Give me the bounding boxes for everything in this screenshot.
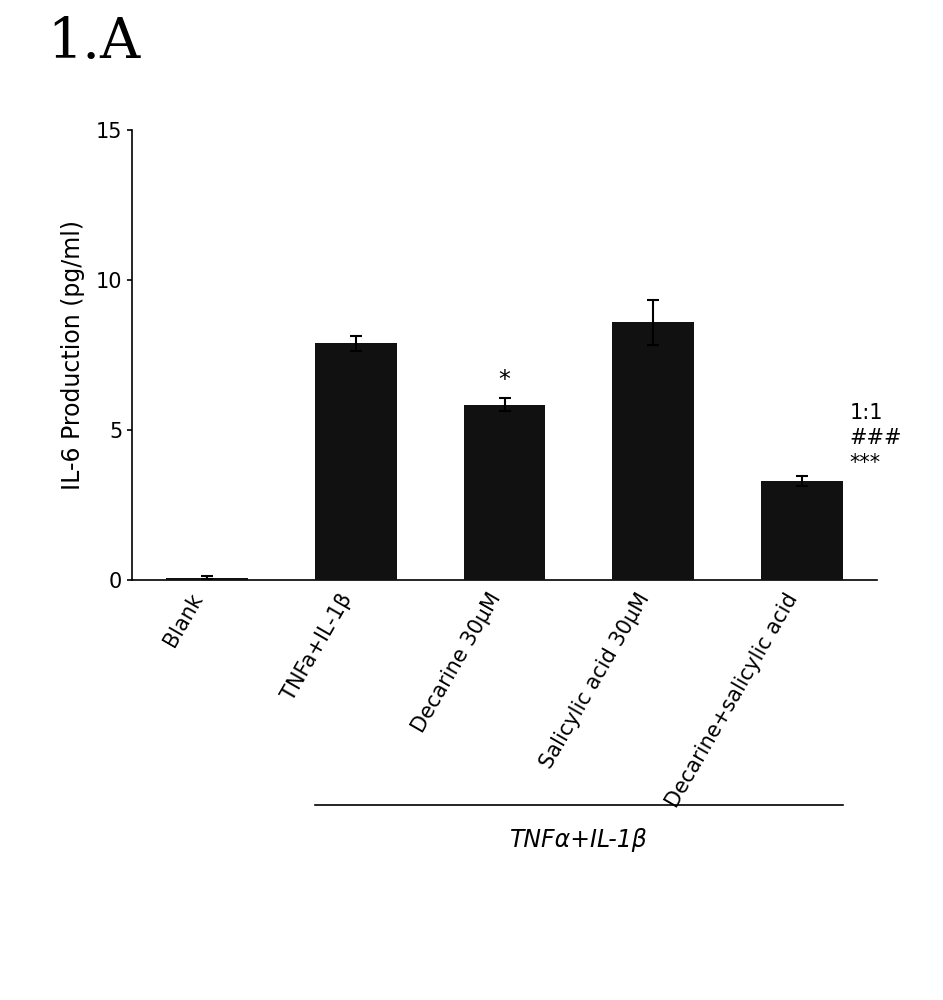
Bar xyxy=(612,322,694,580)
Text: 1.A: 1.A xyxy=(47,15,141,70)
Bar xyxy=(464,404,545,580)
Bar xyxy=(315,343,397,580)
Text: *: * xyxy=(499,368,510,392)
Bar xyxy=(166,578,248,580)
Y-axis label: IL-6 Production (pg/ml): IL-6 Production (pg/ml) xyxy=(60,220,85,490)
Text: TNFα+IL-1β: TNFα+IL-1β xyxy=(510,828,648,852)
Bar xyxy=(761,481,843,580)
Text: 1:1
###
***: 1:1 ### *** xyxy=(850,403,902,473)
